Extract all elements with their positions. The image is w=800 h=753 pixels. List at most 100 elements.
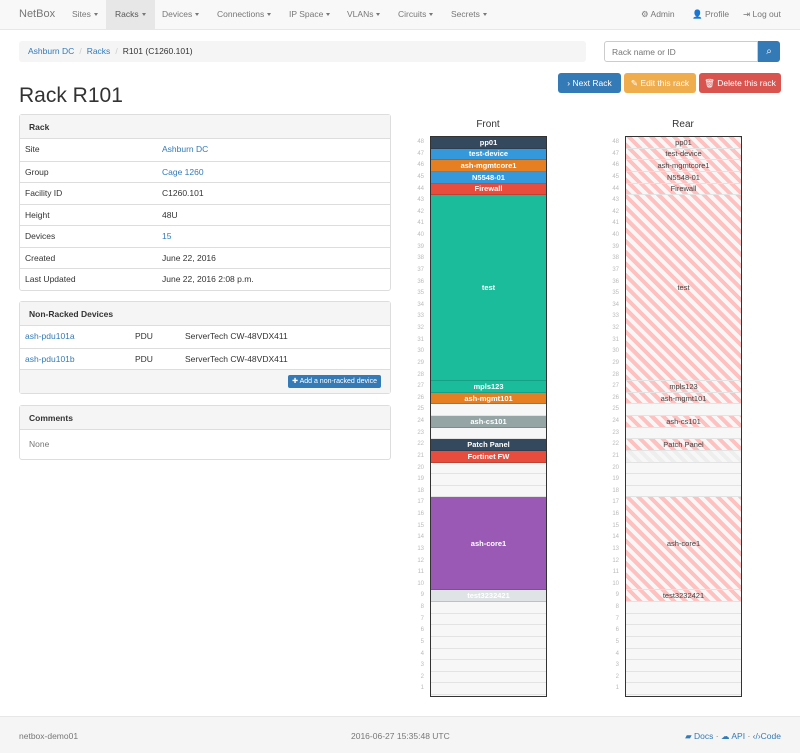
rack-unit-slot[interactable]	[431, 486, 546, 498]
rack-unit-number: 34	[417, 301, 424, 308]
rack-unit-slot[interactable]	[626, 463, 741, 475]
device-name: pp01	[479, 137, 498, 147]
rack-device-rear[interactable]: Firewall	[626, 183, 741, 196]
rack-device-front[interactable]: test3232421	[431, 590, 546, 602]
rack-device-front[interactable]: Fortinet FW	[431, 450, 546, 463]
rack-device-front[interactable]: mpls123	[431, 381, 546, 393]
detail-value[interactable]: 15	[162, 231, 172, 241]
breadcrumb-racks[interactable]: Racks	[86, 46, 111, 56]
rack-search-input[interactable]	[604, 41, 758, 62]
rack-unit-number: 9	[420, 592, 424, 599]
docs-link[interactable]: ▰ Docs	[685, 731, 714, 741]
rack-unit-slot[interactable]	[626, 683, 741, 695]
rack-unit-number: 8	[615, 604, 619, 610]
rack-device-rear[interactable]: ash-mgmtcore1	[626, 160, 741, 172]
rack-device-rear[interactable]: pp01	[626, 137, 741, 149]
detail-label: Site	[25, 144, 40, 154]
rack-device-rear[interactable]: ash-mgmt101	[626, 392, 741, 405]
rack-device-front[interactable]: test-device	[431, 148, 546, 161]
rack-device-rear[interactable]: mpls123	[626, 381, 741, 393]
nav-circuits[interactable]: Circuits	[389, 0, 442, 29]
rack-device-front[interactable]: test	[431, 195, 546, 382]
device-name: Firewall	[474, 184, 503, 194]
nav-sites[interactable]: Sites	[63, 0, 107, 29]
nav-vlans[interactable]: VLANs	[338, 0, 389, 29]
rack-unit-slot[interactable]	[626, 672, 741, 684]
detail-label: Facility ID	[25, 188, 63, 198]
rack-rear-elevation: pp01 test-device ash-mgmtcore1 N5548-01 Fire…	[625, 136, 742, 697]
logout-link[interactable]: ⇥ Log out	[743, 9, 781, 19]
add-non-racked-device-button[interactable]: ✚ Add a non-racked device	[288, 375, 381, 388]
rack-unit-slot[interactable]	[626, 428, 741, 440]
search-button[interactable]: ⌕	[758, 41, 780, 62]
rack-unit-slot[interactable]	[431, 602, 546, 614]
device-link[interactable]: ash-pdu101a	[25, 331, 75, 341]
rack-unit-slot[interactable]	[431, 474, 546, 486]
rack-device-front[interactable]: ash-mgmtcore1	[431, 160, 546, 172]
caret-down-icon	[326, 13, 331, 17]
rack-device-front[interactable]: ash-mgmt101	[431, 392, 546, 405]
rack-unit-slot[interactable]	[626, 404, 741, 416]
rack-device-rear[interactable]: N5548-01	[626, 171, 741, 184]
rack-unit-number: 3	[615, 662, 619, 669]
nav-secrets[interactable]: Secrets	[442, 0, 496, 29]
profile-link[interactable]: 👤 Profile	[692, 9, 730, 19]
rack-unit-slot[interactable]	[431, 404, 546, 416]
rack-unit-slot[interactable]	[431, 428, 546, 440]
rack-unit-slot[interactable]	[431, 614, 546, 626]
nav-connections[interactable]: Connections	[208, 0, 280, 29]
delete-rack-button[interactable]: 🗑 Delete this rack	[699, 73, 781, 93]
nav-ip-space[interactable]: IP Space	[280, 0, 339, 29]
rack-device-front[interactable]: Firewall	[431, 183, 546, 196]
search-icon: ⌕	[766, 46, 772, 57]
nav-racks[interactable]: Racks	[106, 0, 155, 29]
rack-unit-slot[interactable]	[626, 660, 741, 672]
rack-device-front[interactable]: N5548-01	[431, 171, 546, 184]
device-name: ash-core1	[666, 538, 701, 548]
rack-device-rear[interactable]	[626, 450, 741, 463]
device-link[interactable]: ash-pdu101b	[25, 353, 75, 364]
rack-unit-number: 38	[417, 255, 424, 262]
breadcrumb: Ashburn DC / Racks / R101 (C1260.101)	[19, 41, 586, 62]
non-racked-device-row: ash-pdu101a PDU ServerTech CW-48VDX411	[20, 326, 390, 348]
rack-device-front[interactable]: ash-cs101	[431, 416, 546, 428]
admin-link[interactable]: ⚙ Admin	[641, 9, 675, 19]
brand-logo[interactable]: NetBox	[19, 8, 56, 20]
rack-device-rear[interactable]: Patch Panel	[626, 439, 741, 451]
rack-unit-slot[interactable]	[431, 649, 546, 661]
rack-device-rear[interactable]: test	[626, 195, 741, 382]
rack-unit-slot[interactable]	[626, 474, 741, 486]
edit-rack-button[interactable]: ✎ Edit this rack	[624, 73, 696, 93]
device-name: ash-mgmtcore1	[657, 161, 710, 171]
rack-unit-slot[interactable]	[431, 625, 546, 637]
rack-device-rear[interactable]: ash-core1	[626, 497, 741, 591]
rack-unit-slot[interactable]	[431, 672, 546, 684]
rack-unit-slot[interactable]	[626, 637, 741, 649]
code-link[interactable]: ‹/›Code	[752, 731, 781, 741]
rack-unit-slot[interactable]	[626, 602, 741, 614]
next-rack-button[interactable]: › Next Rack	[558, 73, 621, 93]
rack-unit-slot[interactable]	[431, 463, 546, 475]
rack-unit-slot[interactable]	[626, 614, 741, 626]
rack-device-rear[interactable]: ash-cs101	[626, 416, 741, 428]
nav-devices[interactable]: Devices	[153, 0, 208, 29]
breadcrumb-site[interactable]: Ashburn DC	[28, 46, 75, 56]
rack-device-front[interactable]: Patch Panel	[431, 439, 546, 451]
rack-device-rear[interactable]: test-device	[626, 148, 741, 161]
rack-unit-slot[interactable]	[626, 649, 741, 661]
rack-unit-number: 5	[615, 638, 619, 645]
rack-unit-number: 7	[615, 615, 619, 622]
rack-unit-slot[interactable]	[626, 486, 741, 498]
rack-unit-slot[interactable]	[431, 637, 546, 649]
rack-unit-slot[interactable]	[431, 660, 546, 672]
rack-unit-number: 2	[615, 673, 619, 680]
device-name: test	[677, 283, 690, 293]
api-link[interactable]: ☁ API	[720, 731, 746, 741]
detail-value[interactable]: Cage 1260	[162, 166, 204, 177]
rack-unit-slot[interactable]	[626, 625, 741, 637]
rack-device-front[interactable]: pp01	[431, 137, 546, 149]
rack-unit-slot[interactable]	[431, 683, 546, 695]
rack-device-rear[interactable]: test3232421	[626, 590, 741, 602]
rack-device-front[interactable]: ash-core1	[431, 497, 546, 591]
detail-value[interactable]: Ashburn DC	[162, 144, 209, 154]
